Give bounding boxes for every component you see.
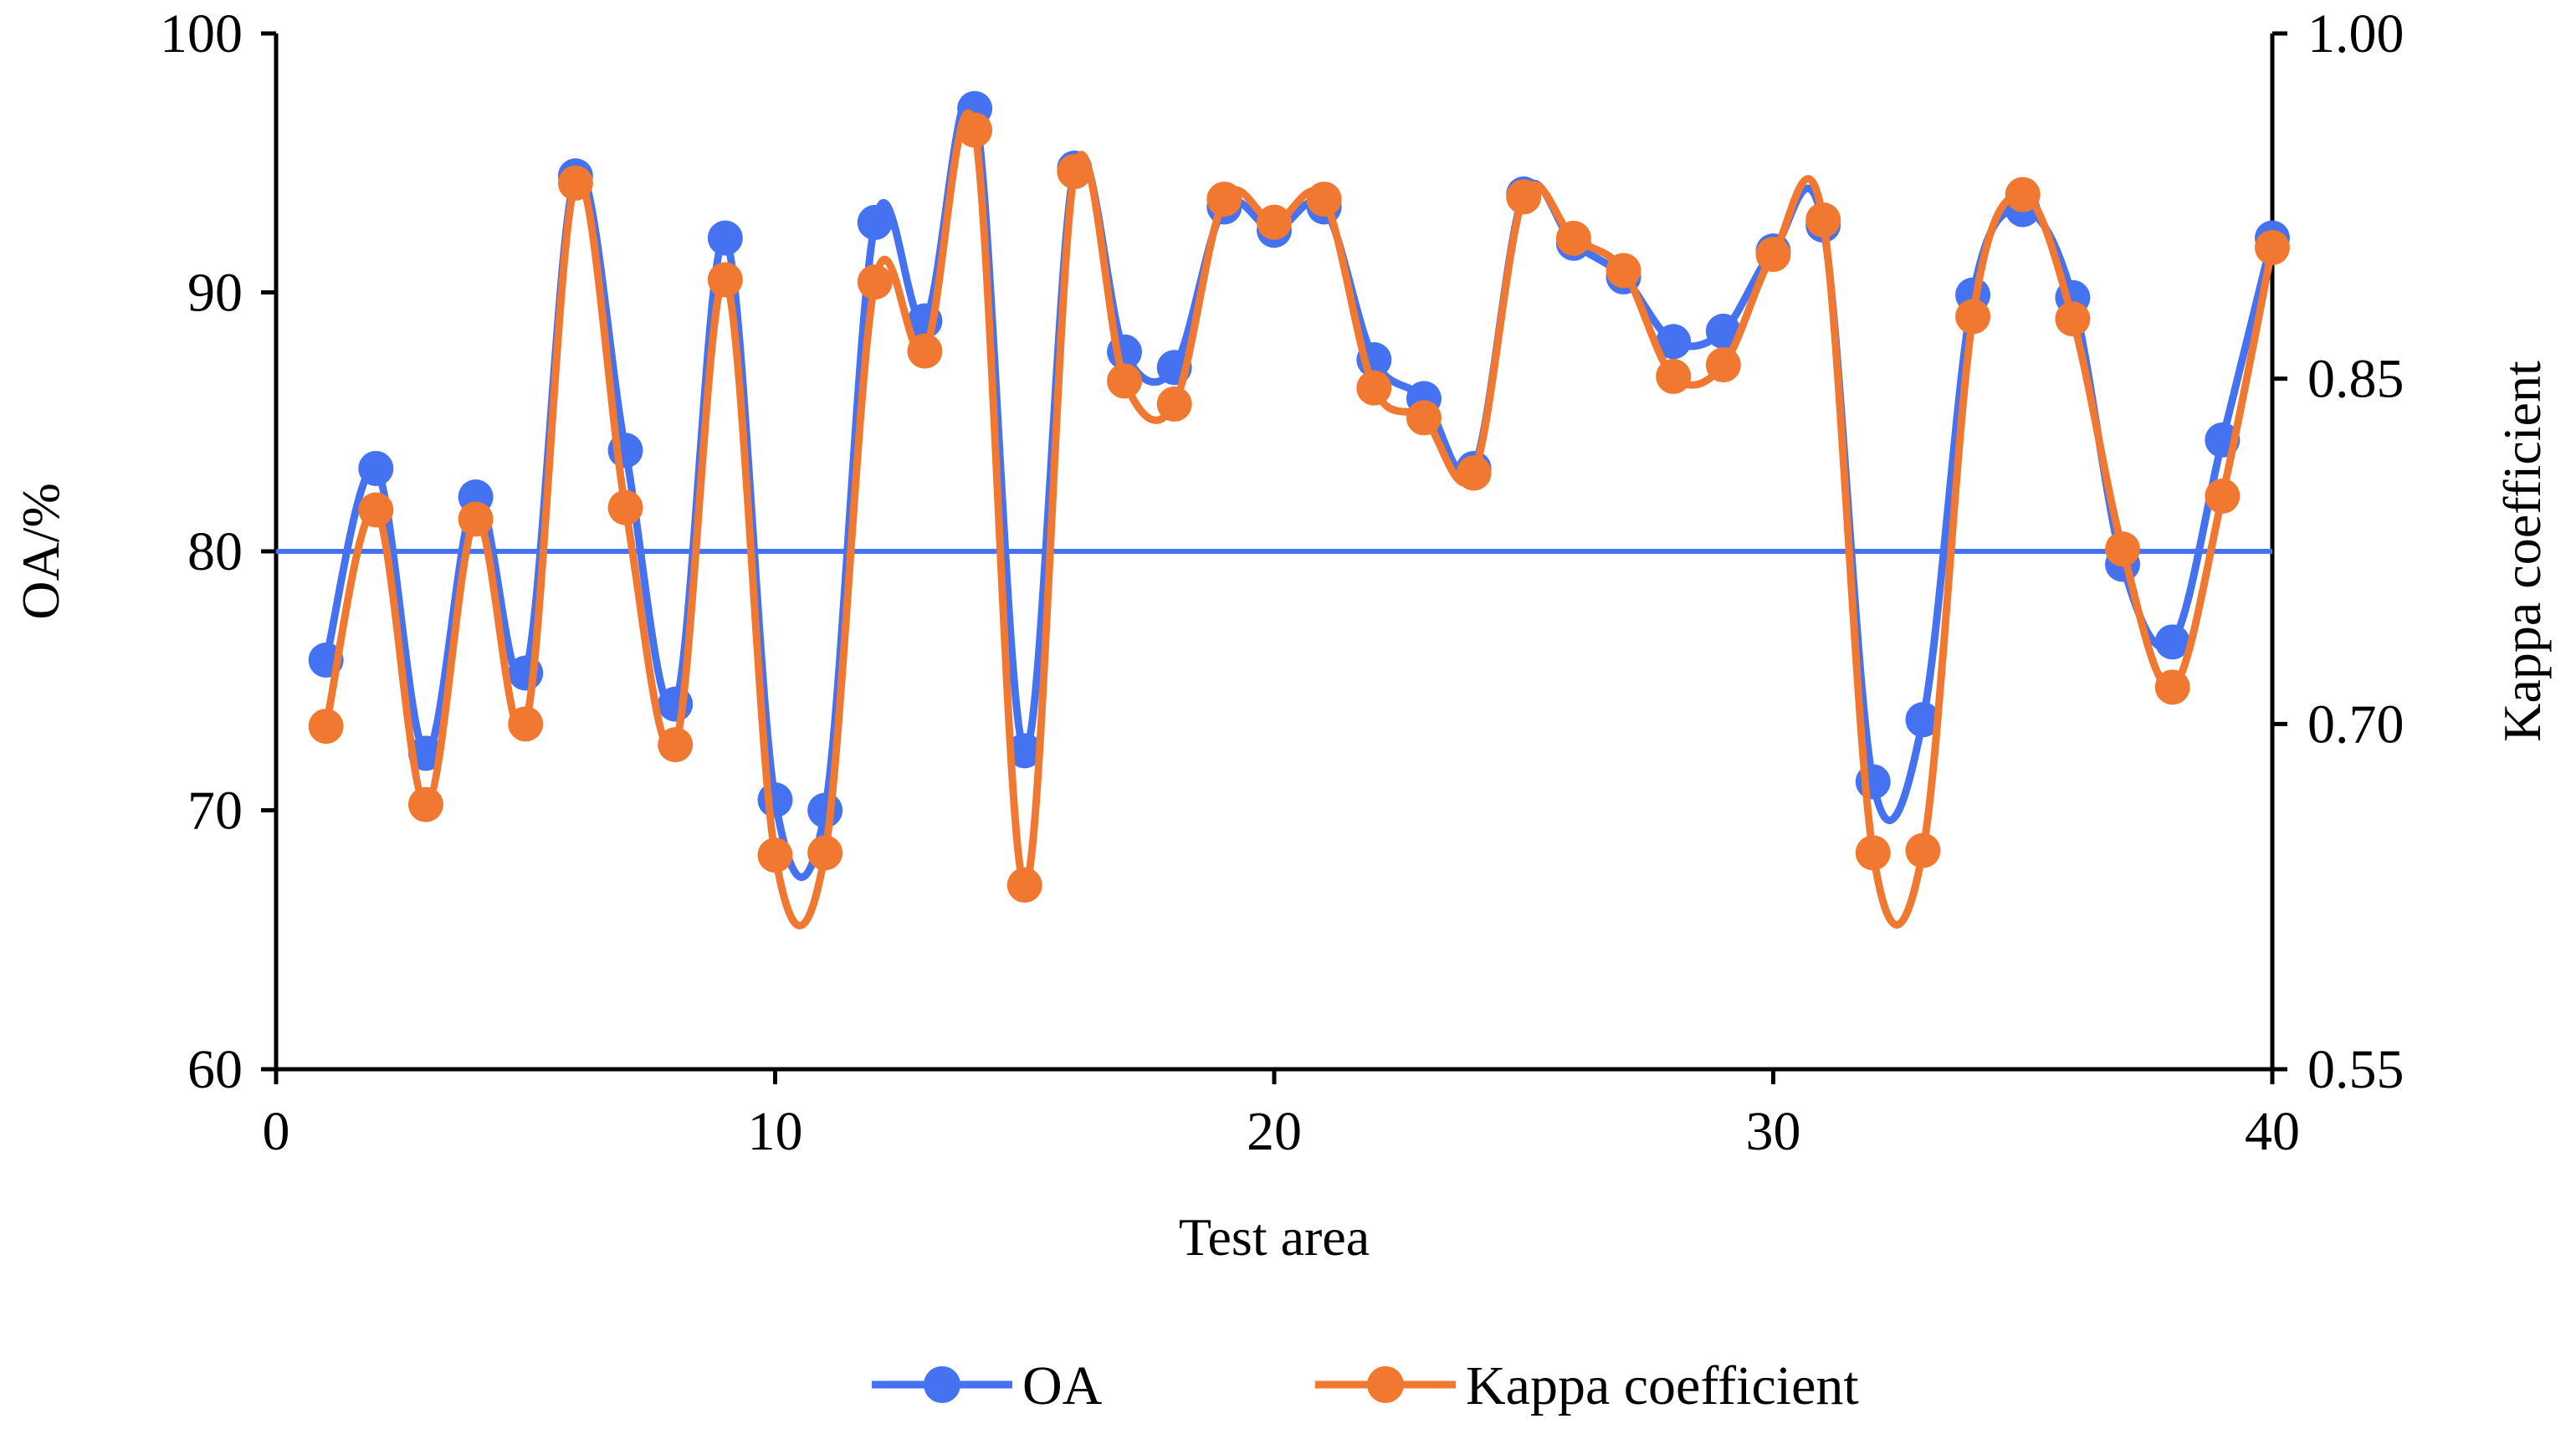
legend-kappa-swatch-marker [1367,1366,1404,1403]
data-point-oa [857,204,893,240]
data-point-oa [1705,313,1741,349]
data-point-kappa [1257,204,1292,240]
series-kappa [308,109,2290,930]
x-tick-label: 0 [263,1101,290,1162]
y-right-tick-label: 0.55 [2307,1039,2404,1100]
data-point-kappa [2105,531,2141,567]
data-point-kappa [2005,177,2041,213]
y-right-axis-title: Kappa coefficient [2492,361,2552,742]
data-point-kappa [508,706,544,742]
legend-oa-swatch-marker [924,1366,960,1403]
y-left-axis-title: OA/% [11,483,70,620]
data-point-kappa [358,492,394,528]
data-point-kappa [1555,220,1591,256]
series-oa [308,90,2290,881]
data-point-kappa [1805,202,1841,238]
data-point-kappa [1506,179,1542,215]
data-point-kappa [2205,478,2241,514]
legend-kappa-label: Kappa coefficient [1466,1355,1859,1416]
data-point-kappa [2154,669,2190,705]
y-right-tick-label: 1.00 [2307,3,2404,64]
y-left-tick-label: 100 [160,3,243,64]
data-point-kappa [807,835,843,871]
data-point-kappa [1905,832,1941,868]
data-point-oa [1006,733,1042,769]
data-point-kappa [458,501,494,537]
data-point-kappa [1456,455,1492,491]
data-point-kappa [907,333,943,369]
data-point-oa [757,782,793,818]
data-point-kappa [308,709,344,745]
data-point-oa [1905,702,1941,738]
x-tick-label: 10 [748,1101,803,1162]
x-tick-label: 30 [1746,1101,1801,1162]
data-point-kappa [857,264,893,300]
data-point-kappa [1406,400,1442,436]
data-point-kappa [1306,182,1342,218]
legend-item-kappa[interactable]: Kappa coefficient [1315,1355,1859,1416]
data-point-kappa [1356,370,1392,406]
legend-oa-label: OA [1022,1355,1103,1416]
data-point-kappa [658,727,694,763]
x-tick-label: 40 [2245,1101,2300,1162]
data-point-kappa [707,262,743,298]
x-axis-title: Test area [1179,1207,1370,1267]
data-point-kappa [757,837,793,873]
legend-item-oa[interactable]: OA [872,1355,1103,1416]
y-right-tick-label: 0.85 [2307,349,2404,410]
series-line-oa [322,93,2276,881]
data-point-kappa [1156,386,1192,422]
data-point-kappa [1855,835,1891,871]
y-left-tick-label: 60 [187,1039,243,1100]
data-point-kappa [1955,299,1991,335]
data-point-kappa [607,489,643,525]
data-point-kappa [2255,229,2290,265]
data-point-kappa [407,786,443,822]
data-point-oa [1656,324,1692,360]
data-point-oa [358,450,394,486]
y-right-tick-label: 0.70 [2307,694,2404,755]
x-tick-label: 20 [1247,1101,1302,1162]
data-point-kappa [1057,154,1093,190]
data-point-kappa [1755,237,1791,273]
data-point-kappa [1206,182,1242,218]
series-layer [308,90,2290,930]
data-point-kappa [2055,301,2091,337]
data-point-kappa [1107,363,1143,399]
axis-layer: 0 10 20 30 40 60 70 80 90 100 0.55 0.70 0.85 1.00 [160,3,2404,1162]
data-point-kappa [957,112,993,148]
y-left-tick-label: 70 [187,781,243,842]
data-point-oa [2154,624,2190,660]
data-point-kappa [1606,253,1641,289]
legend: OA Kappa coefficient [872,1355,1859,1416]
data-point-oa [707,220,743,256]
y-left-tick-label: 90 [187,263,243,324]
data-point-oa [807,792,843,828]
data-point-kappa [1656,358,1692,394]
y-left-tick-label: 80 [187,521,243,582]
data-point-kappa [1705,347,1741,383]
data-point-kappa [1006,867,1042,903]
data-point-kappa [557,165,593,201]
